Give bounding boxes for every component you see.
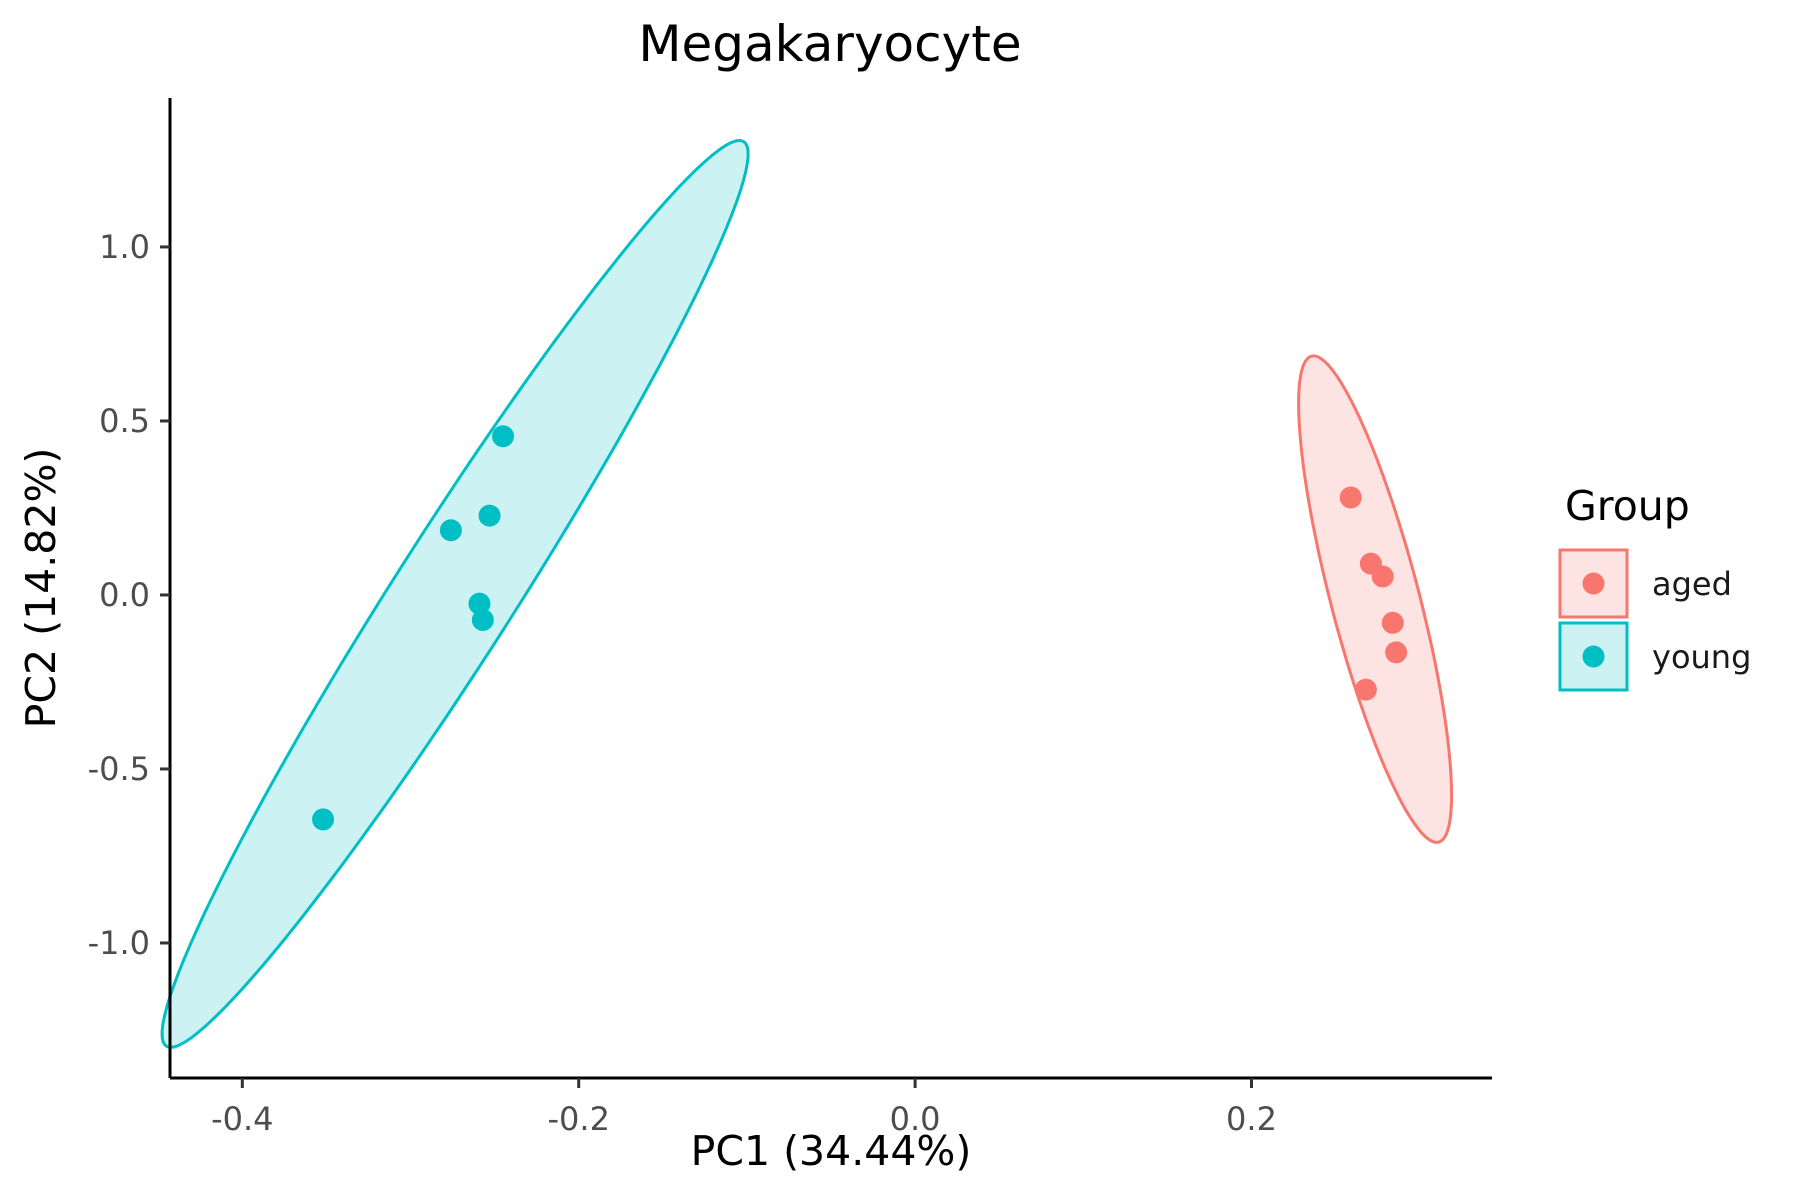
legend-marker-young	[1582, 645, 1605, 668]
legend-title: Group	[1565, 482, 1690, 530]
legend-label-young: young	[1652, 638, 1751, 676]
point-aged-3	[1371, 565, 1394, 588]
point-aged-6	[1354, 678, 1377, 701]
point-young-6	[312, 808, 335, 831]
y-tick-label: 0.0	[99, 576, 150, 614]
chart-title: Megakaryocyte	[638, 15, 1021, 73]
y-axis-title: PC2 (14.82%)	[17, 448, 65, 729]
x-tick-label: -0.2	[547, 1100, 609, 1138]
legend-marker-aged	[1582, 572, 1605, 595]
point-young-2	[478, 504, 501, 527]
legend: Group aged young	[1558, 482, 1751, 692]
point-aged-4	[1381, 611, 1404, 634]
point-young-3	[439, 519, 462, 542]
y-tick-label: -0.5	[88, 750, 150, 788]
y-tick-label: 1.0	[99, 228, 150, 266]
point-young-5	[471, 609, 494, 632]
legend-items: aged young	[1558, 548, 1751, 692]
y-tick-label: -1.0	[88, 924, 150, 962]
x-tick-label: 0.2	[1226, 1100, 1277, 1138]
y-axis-ticks: -1.0 -0.5 0.0 0.5 1.0	[88, 228, 170, 962]
legend-key-young	[1558, 621, 1629, 692]
point-young-4	[468, 592, 491, 615]
x-tick-label: 0.0	[890, 1100, 941, 1138]
x-axis-title: PC1 (34.44%)	[691, 1127, 972, 1175]
point-young-1	[492, 425, 515, 448]
confidence-ellipses	[160, 138, 1454, 1049]
y-tick-label: 0.5	[99, 402, 150, 440]
ellipse-aged	[1297, 354, 1454, 844]
data-points	[312, 425, 1408, 831]
point-aged-5	[1385, 641, 1408, 664]
x-axis-ticks: -0.4 -0.2 0.0 0.2	[211, 1078, 1277, 1138]
x-tick-label: -0.4	[211, 1100, 273, 1138]
legend-label-aged: aged	[1652, 565, 1732, 603]
ellipse-young	[160, 138, 750, 1049]
point-aged-1	[1339, 486, 1362, 509]
